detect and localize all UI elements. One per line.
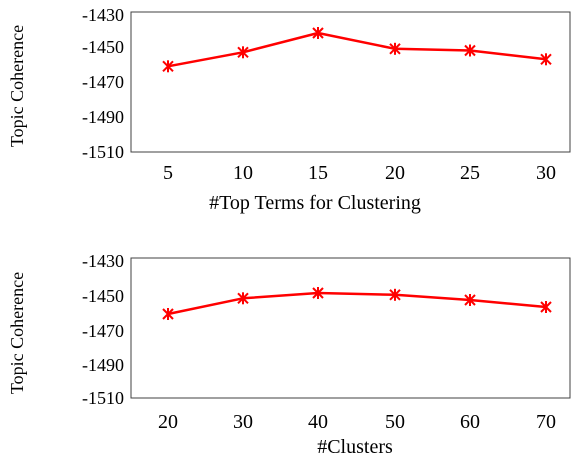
x-axis-label: #Top Terms for Clustering (209, 192, 421, 214)
y-tick-label: -1470 (82, 72, 124, 92)
x-tick-label: 70 (536, 411, 556, 433)
plot-area-frame (130, 257, 571, 399)
x-tick-labels: 5 10 15 20 25 30 (163, 162, 556, 184)
y-tick-labels: -1430 -1450 -1470 -1490 -1510 (82, 251, 124, 408)
y-tick-label: -1490 (82, 355, 124, 375)
series-line (167, 31, 547, 68)
x-tick-label: 5 (163, 162, 173, 184)
x-tick-label: 50 (385, 411, 405, 433)
data-point-marker (162, 308, 174, 320)
chart-top-term-count: -1430 -1450 -1470 -1490 -1510 5 10 15 20… (7, 5, 571, 214)
data-point-marker (464, 294, 476, 306)
x-tick-label: 20 (385, 162, 405, 184)
y-tick-label: -1430 (82, 251, 124, 271)
series-layer (162, 287, 552, 320)
y-axis-label: Topic Coherence (7, 25, 27, 147)
data-point-marker (389, 42, 401, 55)
series-line (167, 291, 547, 316)
series-layer (162, 27, 552, 73)
data-point-marker (464, 44, 476, 57)
x-tick-label: 25 (460, 162, 480, 184)
y-tick-label: -1510 (82, 142, 124, 162)
y-tick-label: -1490 (82, 107, 124, 127)
y-tick-label: -1510 (82, 388, 124, 408)
x-tick-label: 20 (158, 411, 178, 433)
x-tick-label: 15 (308, 162, 328, 184)
data-point-marker (540, 53, 552, 66)
data-point-marker (540, 301, 552, 313)
x-tick-label: 30 (233, 411, 253, 433)
y-tick-labels: -1430 -1450 -1470 -1490 -1510 (82, 5, 124, 162)
x-tick-label: 40 (308, 411, 328, 433)
data-point-marker (312, 287, 324, 299)
y-tick-label: -1470 (82, 321, 124, 341)
x-tick-label: 60 (460, 411, 480, 433)
chart-cluster-count: -1430 -1450 -1470 -1490 -1510 20 30 40 5… (7, 251, 571, 458)
y-axis-label: Topic Coherence (7, 272, 27, 394)
data-point-marker (389, 288, 401, 301)
data-point-marker (237, 292, 249, 305)
y-tick-label: -1430 (82, 5, 124, 25)
x-tick-label: 30 (536, 162, 556, 184)
y-tick-label: -1450 (82, 37, 124, 57)
data-point-marker (162, 60, 174, 73)
data-point-marker (237, 46, 249, 59)
x-tick-labels: 20 30 40 50 60 70 (158, 411, 556, 433)
data-point-marker (312, 27, 324, 39)
x-axis-label: #Clusters (317, 436, 393, 458)
plot-area-frame (130, 11, 571, 153)
x-tick-label: 10 (233, 162, 253, 184)
y-tick-label: -1450 (82, 286, 124, 306)
